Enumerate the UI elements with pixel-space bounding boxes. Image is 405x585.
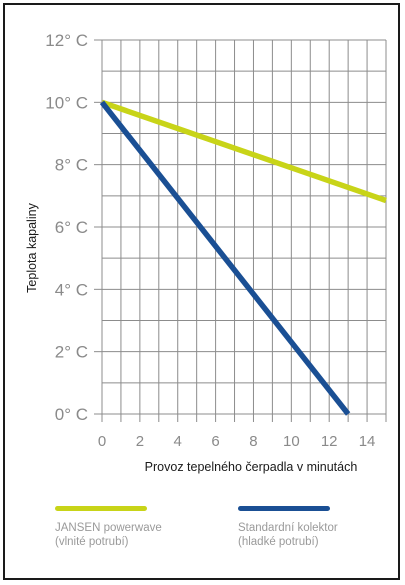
- x-tick-label: 10: [283, 433, 300, 450]
- legend-item-0: JANSEN powerwave (vlnité potrubí): [55, 506, 162, 549]
- y-axis-title: Teplota kapaliny: [25, 202, 39, 292]
- grid: [94, 39, 387, 422]
- legend-item-1: Standardní kolektor (hladké potrubí): [238, 506, 338, 549]
- x-axis-title: Provoz tepelného čerpadla v minutách: [145, 460, 358, 474]
- x-tick-label: 4: [174, 433, 182, 450]
- legend-swatch-1: [238, 506, 330, 511]
- x-tick-labels: 0 2 4 6 8 10 12 14: [98, 433, 376, 450]
- y-tick-label: 12° C: [45, 31, 88, 50]
- legend-label-0: JANSEN powerwave: [55, 522, 162, 534]
- y-tick-label: 6° C: [55, 218, 88, 237]
- legend-sublabel-0: (vlnité potrubí): [55, 536, 129, 548]
- series-line-0: [101, 99, 387, 204]
- x-tick-label: 12: [321, 433, 338, 450]
- y-tick-label: 2° C: [55, 343, 88, 362]
- legend-label-1: Standardní kolektor: [238, 522, 338, 534]
- x-tick-label: 0: [98, 433, 106, 450]
- y-tick-labels: 0° C 2° C 4° C 6° C 8° C 10° C 12° C: [45, 31, 88, 424]
- chart-frame: [3, 3, 400, 580]
- y-tick-label: 4° C: [55, 280, 88, 299]
- legend-sublabel-1: (hladké potrubí): [238, 536, 319, 548]
- x-tick-label: 6: [211, 433, 219, 450]
- legend-swatch-0: [55, 506, 147, 511]
- x-tick-label: 8: [249, 433, 257, 450]
- y-tick-label: 10° C: [45, 93, 88, 112]
- x-tick-label: 14: [359, 433, 376, 450]
- y-tick-label: 0° C: [55, 405, 88, 424]
- series-line-1: [99, 100, 351, 416]
- x-tick-label: 2: [136, 433, 144, 450]
- y-tick-label: 8° C: [55, 156, 88, 175]
- series-lines: [99, 99, 387, 416]
